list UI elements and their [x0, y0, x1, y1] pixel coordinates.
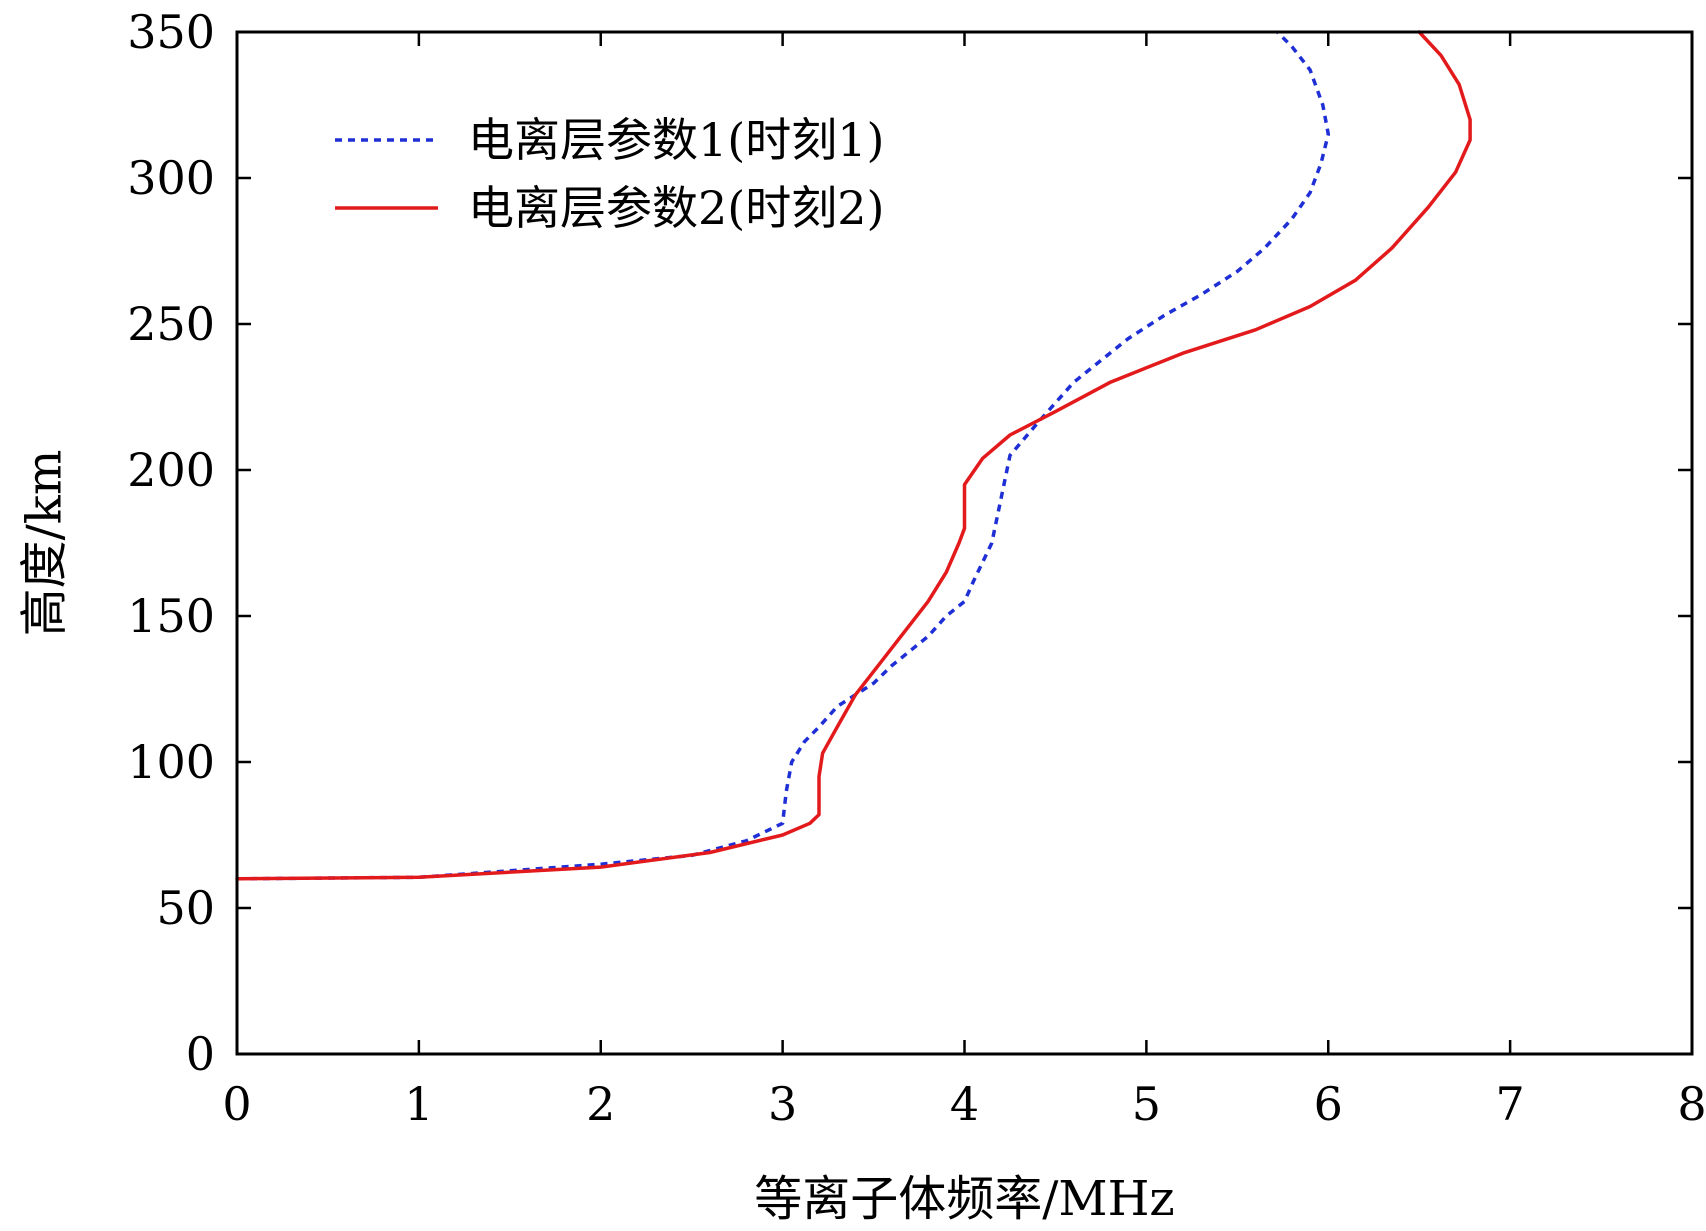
x-tick-label: 2 [586, 1077, 615, 1131]
y-tick-label: 150 [127, 589, 215, 643]
y-tick-label: 250 [127, 297, 215, 351]
plot-frame [235, 30, 1694, 1056]
x-tick-label: 0 [222, 1077, 251, 1131]
x-axis-title: 等离子体频率/MHz [754, 1171, 1174, 1227]
x-tick-label: 4 [950, 1077, 979, 1131]
legend: 电离层参数1(时刻1) 电离层参数2(时刻2) [335, 113, 884, 235]
x-tick-label: 8 [1677, 1077, 1706, 1131]
y-tick-label: 100 [127, 735, 215, 789]
y-tick-label: 300 [127, 151, 215, 205]
axes: 0 1 2 3 4 5 6 7 8 0 50 100 150 200 250 300 350 [127, 5, 1706, 1131]
x-tick-label: 5 [1132, 1077, 1161, 1131]
y-axis-title: 高度/km [17, 450, 73, 637]
x-tick-label: 6 [1314, 1077, 1343, 1131]
legend-label-series-1: 电离层参数1(时刻1) [468, 113, 884, 167]
data-series [235, 30, 1472, 881]
legend-label-series-2: 电离层参数2(时刻2) [468, 181, 884, 235]
y-tick-label: 0 [186, 1027, 215, 1081]
y-tick-label: 200 [127, 443, 215, 497]
y-tick-label: 350 [127, 5, 215, 59]
x-tick-label: 1 [404, 1077, 433, 1131]
series-line-2 [235, 30, 1472, 881]
x-tick-label: 7 [1495, 1077, 1524, 1131]
x-tick-label: 3 [768, 1077, 797, 1131]
y-tick-label: 50 [156, 881, 215, 935]
